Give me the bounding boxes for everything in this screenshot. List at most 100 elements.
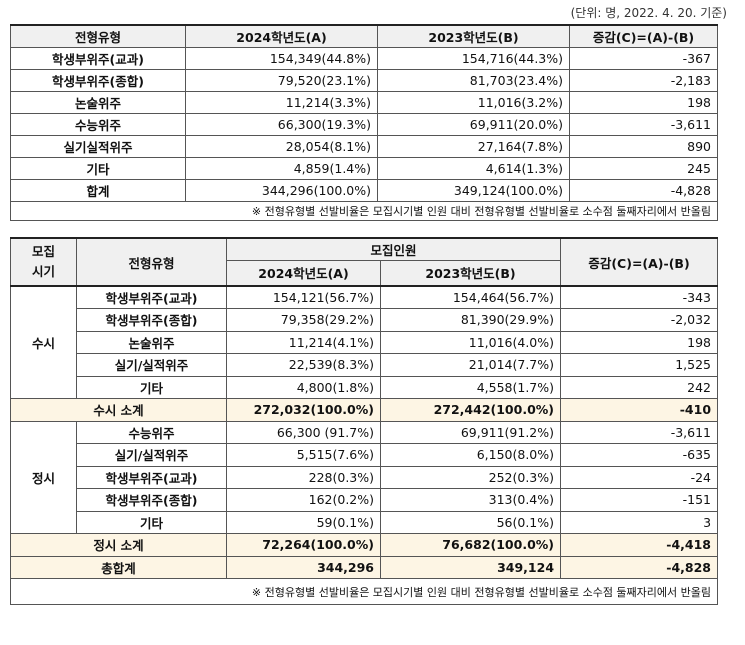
cell-2023: 21,014(7.7%) (379, 353, 562, 377)
subtotal-row-jeongsi: 정시 소계 72,264(100.0%) 76,682(100.0%) -4,4… (10, 533, 719, 557)
note-row: ※ 전형유형별 선발비율은 모집시기별 인원 대비 전형유형별 선발비율로 소수… (10, 200, 718, 221)
cell-diff: -4,828 (560, 555, 719, 579)
cell-total-label: 총합계 (10, 555, 227, 579)
header-2024: 2024학년도(A) (185, 24, 378, 48)
cell-2024: 162(0.2%) (226, 488, 381, 512)
total-row: 합계 344,296(100.0%) 349,124(100.0%) -4,82… (10, 178, 718, 202)
cell-type: 논술위주 (76, 330, 227, 354)
cell-2024: 154,349(44.8%) (185, 46, 378, 70)
footnote: ※ 전형유형별 선발비율은 모집시기별 인원 대비 전형유형별 선발비율로 소수… (10, 200, 718, 221)
header-2023: 2023학년도(B) (379, 259, 562, 287)
cell-type: 기타 (10, 156, 186, 180)
cell-2023: 81,390(29.9%) (379, 308, 562, 332)
cell-2024: 66,300 (91.7%) (226, 420, 381, 444)
cell-2023: 252(0.3%) (379, 465, 562, 489)
cell-type: 합계 (10, 178, 186, 202)
cell-type: 수능위주 (76, 420, 227, 444)
cell-2023: 4,614(1.3%) (377, 156, 570, 180)
cell-2024: 4,859(1.4%) (185, 156, 378, 180)
period-table: 모집 시기 전형유형 모집인원 증감(C)=(A)-(B) 2024학년도(A)… (9, 237, 719, 605)
cell-2023: 69,911(20.0%) (377, 112, 570, 136)
header-type: 전형유형 (76, 237, 227, 287)
header-diff: 증감(C)=(A)-(B) (569, 24, 718, 48)
cell-2023: 6,150(8.0%) (379, 443, 562, 467)
cell-2024: 22,539(8.3%) (226, 353, 381, 377)
table-header-row: 모집 시기 전형유형 모집인원 증감(C)=(A)-(B) (10, 237, 719, 287)
table-header-row: 2024학년도(A) 2023학년도(B) (11, 259, 718, 287)
summary-table: 전형유형 2024학년도(A) 2023학년도(B) 증감(C)=(A)-(B)… (10, 24, 718, 221)
header-period: 모집 시기 (10, 237, 77, 287)
cell-diff: -3,611 (569, 112, 718, 136)
cell-diff: 3 (560, 510, 719, 534)
table-row: 학생부위주(교과) 154,349(44.8%) 154,716(44.3%) … (10, 46, 718, 70)
cell-diff: -24 (560, 465, 719, 489)
cell-diff: 245 (569, 156, 718, 180)
table-row: 학생부위주(교과) 228(0.3%) 252(0.3%) -24 (11, 465, 719, 489)
cell-2024: 59(0.1%) (226, 510, 381, 534)
cell-2023: 154,464(56.7%) (379, 285, 562, 309)
header-2024: 2024학년도(A) (226, 259, 381, 287)
table-row: 정시 수능위주 66,300 (91.7%) 69,911(91.2%) -3,… (10, 420, 719, 534)
cell-2024: 344,296 (226, 555, 381, 579)
cell-subtotal-label: 수시 소계 (10, 398, 227, 422)
table-row: 수능위주 66,300(19.3%) 69,911(20.0%) -3,611 (10, 112, 718, 136)
cell-type: 기타 (76, 510, 227, 534)
table-row: 논술위주 11,214(4.1%) 11,016(4.0%) 198 (11, 330, 719, 354)
cell-subtotal-label: 정시 소계 (10, 533, 227, 557)
cell-2024: 79,358(29.2%) (226, 308, 381, 332)
grand-total-row: 총합계 344,296 349,124 -4,828 (10, 555, 719, 579)
header-type: 전형유형 (10, 24, 186, 48)
table-row: 학생부위주(종합) 79,520(23.1%) 81,703(23.4%) -2… (10, 68, 718, 92)
cell-type: 학생부위주(교과) (76, 465, 227, 489)
cell-type: 실기/실적위주 (76, 353, 227, 377)
cell-diff: -4,828 (569, 178, 718, 202)
cell-type: 기타 (76, 375, 227, 399)
table-row: 실기/실적위주 5,515(7.6%) 6,150(8.0%) -635 (11, 443, 719, 467)
table-row: 학생부위주(종합) 162(0.2%) 313(0.4%) -151 (11, 488, 719, 512)
cell-diff: 198 (569, 90, 718, 114)
cell-type: 학생부위주(교과) (76, 285, 227, 309)
cell-type: 실기실적위주 (10, 134, 186, 158)
table-row: 기타 59(0.1%) 56(0.1%) 3 (11, 510, 719, 534)
cell-2023: 27,164(7.8%) (377, 134, 570, 158)
cell-diff: -367 (569, 46, 718, 70)
cell-2023: 56(0.1%) (379, 510, 562, 534)
cell-2024: 79,520(23.1%) (185, 68, 378, 92)
cell-diff: -635 (560, 443, 719, 467)
cell-2023: 349,124(100.0%) (377, 178, 570, 202)
cell-2024: 272,032(100.0%) (226, 398, 381, 422)
cell-2023: 81,703(23.4%) (377, 68, 570, 92)
cell-type: 학생부위주(종합) (10, 68, 186, 92)
cell-diff: 198 (560, 330, 719, 354)
cell-diff: 242 (560, 375, 719, 399)
period-label-susi: 수시 (10, 285, 77, 399)
cell-type: 수능위주 (10, 112, 186, 136)
cell-type: 논술위주 (10, 90, 186, 114)
table-row: 수시 학생부위주(교과) 154,121(56.7%) 154,464(56.7… (10, 285, 719, 399)
header-diff: 증감(C)=(A)-(B) (560, 237, 719, 287)
cell-2023: 349,124 (379, 555, 562, 579)
cell-type: 학생부위주(교과) (10, 46, 186, 70)
cell-2023: 272,442(100.0%) (379, 398, 562, 422)
cell-2024: 28,054(8.1%) (185, 134, 378, 158)
cell-2024: 344,296(100.0%) (185, 178, 378, 202)
cell-type: 학생부위주(종합) (76, 488, 227, 512)
period-label-jeongsi: 정시 (10, 420, 77, 534)
cell-diff: -2,032 (560, 308, 719, 332)
cell-2023: 11,016(4.0%) (379, 330, 562, 354)
table-row: 기타 4,800(1.8%) 4,558(1.7%) 242 (11, 375, 719, 399)
table-row: 학생부위주(종합) 79,358(29.2%) 81,390(29.9%) -2… (11, 308, 719, 332)
cell-2023: 69,911(91.2%) (379, 420, 562, 444)
cell-2024: 228(0.3%) (226, 465, 381, 489)
cell-2023: 11,016(3.2%) (377, 90, 570, 114)
cell-2024: 154,121(56.7%) (226, 285, 381, 309)
cell-diff: -410 (560, 398, 719, 422)
footnote: ※ 전형유형별 선발비율은 모집시기별 인원 대비 전형유형별 선발비율로 소수… (9, 578, 719, 605)
cell-2023: 154,716(44.3%) (377, 46, 570, 70)
unit-note: (단위: 명, 2022. 4. 20. 기준) (570, 6, 727, 20)
header-2023: 2023학년도(B) (377, 24, 570, 48)
cell-2024: 11,214(4.1%) (226, 330, 381, 354)
cell-type: 학생부위주(종합) (76, 308, 227, 332)
table-row: 논술위주 11,214(3.3%) 11,016(3.2%) 198 (10, 90, 718, 114)
cell-2023: 4,558(1.7%) (379, 375, 562, 399)
